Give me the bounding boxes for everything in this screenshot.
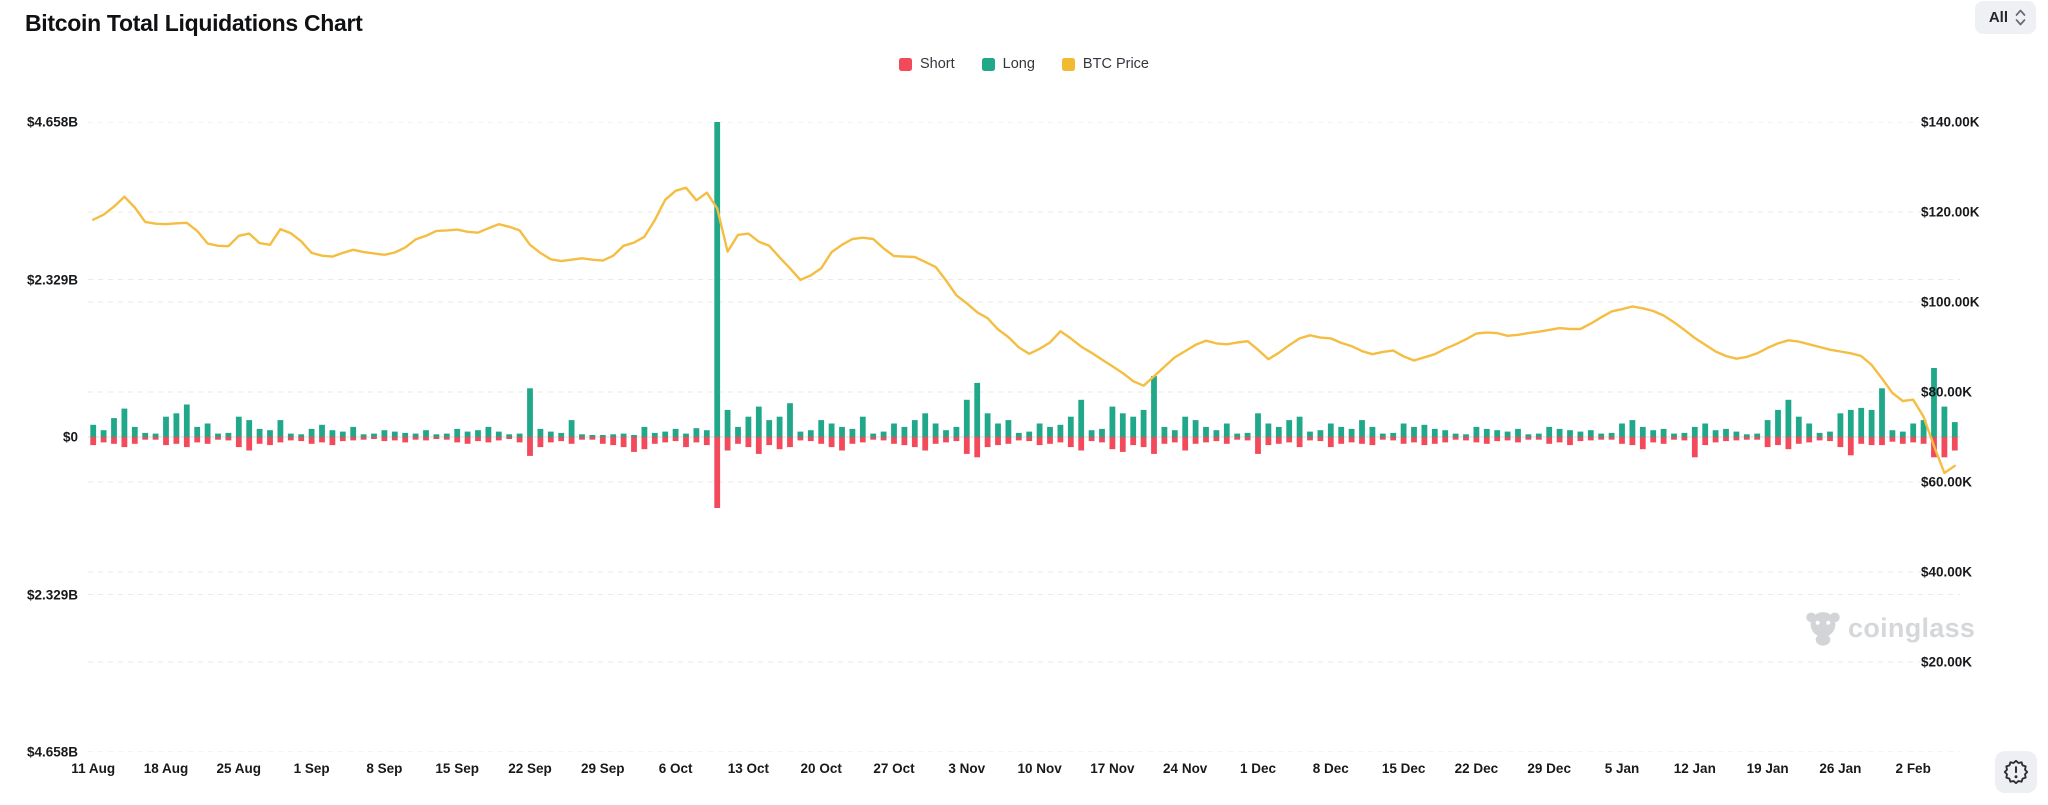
x-axis-label: 19 Jan bbox=[1746, 761, 1789, 776]
x-axis-label: 13 Oct bbox=[727, 761, 770, 776]
x-axis-label: 25 Aug bbox=[216, 761, 262, 776]
x-axis-label: 1 Dec bbox=[1239, 761, 1277, 776]
x-axis-label: 12 Jan bbox=[1673, 761, 1716, 776]
y-axis-label-left: $4.658B bbox=[26, 114, 78, 130]
legend-label: Long bbox=[1002, 56, 1035, 72]
btc-price-legend-swatch-icon bbox=[1061, 57, 1075, 71]
legend-item-short[interactable]: Short bbox=[898, 56, 955, 72]
x-axis-label: 1 Sep bbox=[293, 761, 330, 776]
x-axis-label: 15 Dec bbox=[1381, 761, 1426, 776]
x-axis-label: 8 Dec bbox=[1312, 761, 1349, 776]
legend-label: Short bbox=[919, 56, 955, 72]
badge-exclamation-icon bbox=[2003, 759, 2029, 785]
y-axis-label-right: $140.00K bbox=[1921, 114, 1980, 130]
y-axis-label-left: $2.329B bbox=[26, 587, 78, 602]
y-axis-label-right: $60.00K bbox=[1921, 474, 1973, 490]
x-axis-label: 5 Jan bbox=[1604, 761, 1640, 776]
legend-label: BTC Price bbox=[1082, 56, 1150, 72]
y-axis-label-left: $0 bbox=[62, 429, 78, 445]
x-axis-label: 29 Sep bbox=[581, 761, 625, 776]
x-axis-label: 22 Dec bbox=[1454, 761, 1499, 776]
coinglass-watermark-text: coinglass bbox=[1848, 612, 1976, 643]
x-axis-label: 17 Nov bbox=[1090, 761, 1135, 776]
x-axis-label: 6 Oct bbox=[658, 761, 693, 776]
btc-price-line bbox=[92, 186, 1956, 475]
x-axis-label: 18 Aug bbox=[143, 761, 189, 776]
y-axis-label-right: $40.00K bbox=[1921, 564, 1973, 580]
x-axis-label: 29 Dec bbox=[1527, 761, 1571, 776]
x-axis-label: 22 Sep bbox=[508, 761, 552, 776]
y-axis-label-right: $120.00K bbox=[1921, 204, 1980, 220]
legend-item-long[interactable]: Long bbox=[981, 56, 1035, 72]
legend-item-btc-price[interactable]: BTC Price bbox=[1061, 56, 1150, 72]
x-axis-label: 26 Jan bbox=[1819, 761, 1862, 776]
x-axis-label: 24 Nov bbox=[1163, 761, 1208, 776]
y-axis-label-right: $80.00K bbox=[1921, 384, 1973, 400]
coinglass-mascot-icon bbox=[1804, 608, 1842, 648]
y-axis-label-right: $100.00K bbox=[1921, 294, 1980, 310]
select-updown-chevrons-icon bbox=[2015, 8, 2026, 27]
coinglass-watermark: coinglass bbox=[1804, 608, 1975, 648]
x-axis-label: 11 Aug bbox=[71, 761, 116, 776]
x-axis-label: 2 Feb bbox=[1895, 761, 1931, 776]
x-axis-label: 20 Oct bbox=[800, 761, 842, 776]
short-legend-swatch-icon bbox=[898, 57, 912, 71]
chart-legend: Short Long BTC Price bbox=[898, 56, 1150, 72]
x-axis-label: 27 Oct bbox=[873, 761, 915, 776]
page-title: Bitcoin Total Liquidations Chart bbox=[25, 10, 363, 36]
x-axis-label: 8 Sep bbox=[366, 761, 403, 776]
alert-badge-button[interactable] bbox=[1995, 751, 2037, 793]
y-axis-label-left: $4.658B bbox=[26, 744, 78, 760]
long-bars-series bbox=[90, 122, 1958, 437]
chart-plot-area[interactable] bbox=[88, 121, 1960, 753]
x-axis-label: 15 Sep bbox=[435, 761, 479, 776]
x-axis-label: 10 Nov bbox=[1017, 761, 1062, 776]
y-axis-label-right: $20.00K bbox=[1921, 654, 1973, 670]
long-legend-swatch-icon bbox=[981, 57, 995, 71]
short-bars-series bbox=[90, 437, 1958, 508]
time-range-value: All bbox=[1988, 9, 2008, 26]
time-range-select[interactable]: All bbox=[1974, 1, 2036, 34]
y-axis-label-left: $2.329B bbox=[26, 272, 78, 287]
x-axis-label: 3 Nov bbox=[948, 761, 986, 776]
